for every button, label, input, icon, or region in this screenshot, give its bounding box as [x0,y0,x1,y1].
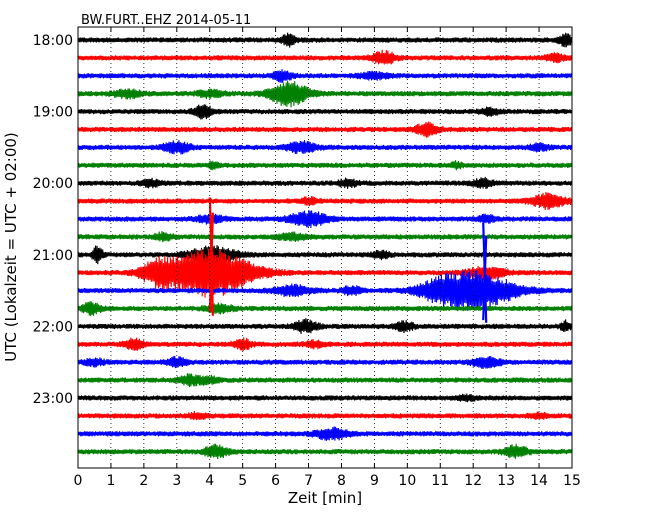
trace-2115 [77,248,573,298]
x-tick-label-11: 11 [431,473,449,489]
x-tick-label-4: 4 [205,473,214,489]
y-tick-label-1800: 18:00 [33,33,73,49]
trace-1830 [77,69,573,83]
trace-2345 [77,443,573,460]
x-tick-label-1: 1 [106,473,115,489]
trace-2045 [77,230,573,243]
spike-1 [482,222,488,323]
x-tick-label-15: 15 [563,473,581,489]
trace-2315 [77,411,573,421]
y-axis-ticks: 18:00 19:00 20:00 21:00 22:00 23:00 [33,33,83,407]
x-tick-label-7: 7 [304,473,313,489]
x-axis-ticks: 0 1 2 3 4 5 6 7 8 9 10 11 12 13 14 15 [74,27,581,489]
x-axis-label: Zeit [min] [288,489,362,507]
plot-frame [77,26,573,469]
x-tick-label-0: 0 [74,473,83,489]
x-tick-label-5: 5 [238,473,247,489]
trace-1845 [77,80,573,108]
x-tick-label-6: 6 [271,473,280,489]
trace-1900 [77,104,573,120]
trace-2100 [77,245,573,265]
trace-2130 [77,270,573,311]
trace-2200 [77,318,573,335]
x-tick-label-12: 12 [464,473,482,489]
y-tick-label-2100: 21:00 [33,248,73,264]
y-axis-label: UTC (Lokalzeit = UTC + 02:00) [2,132,20,362]
trace-2300 [77,393,573,403]
trace-1800 [77,32,573,48]
x-tick-label-13: 13 [497,473,515,489]
spike-0 [208,197,214,316]
x-tick-label-10: 10 [398,473,416,489]
x-tick-label-9: 9 [370,473,379,489]
x-tick-label-2: 2 [139,473,148,489]
grid-layer [110,27,540,468]
y-tick-label-2000: 20:00 [33,176,73,192]
y-tick-label-1900: 19:00 [33,105,73,121]
trace-1930 [77,140,573,155]
trace-1945 [77,160,573,171]
x-tick-label-8: 8 [337,473,346,489]
trace-2330 [77,426,573,441]
trace-2215 [77,337,573,352]
x-tick-label-14: 14 [530,473,548,489]
trace-2145 [77,301,573,317]
traces-layer [77,32,573,460]
trace-1815 [77,49,573,65]
trace-2015 [77,192,573,211]
trace-2230 [77,355,573,370]
trace-2245 [77,373,573,388]
y-tick-label-2200: 22:00 [33,319,73,335]
x-tick-label-3: 3 [172,473,181,489]
trace-2030 [77,210,573,229]
trace-1915 [77,121,573,138]
trace-2000 [77,176,573,190]
chart-title: BW.FURT..EHZ 2014-05-11 [81,13,251,28]
y-tick-label-2300: 23:00 [33,391,73,407]
